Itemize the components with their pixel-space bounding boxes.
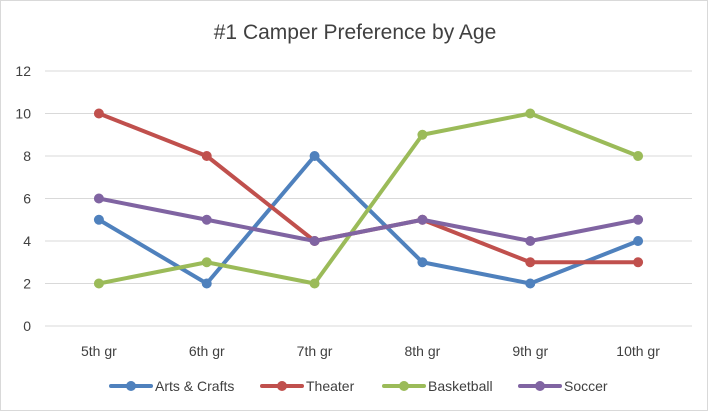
legend-item-theater: Theater (260, 378, 355, 394)
data-point-arts-crafts (525, 278, 536, 289)
x-tick-label: 8th gr (405, 343, 441, 359)
legend-label: Theater (306, 378, 355, 394)
series-line-theater (96, 111, 641, 265)
data-point-arts-crafts (201, 278, 212, 289)
data-point-soccer (201, 214, 212, 225)
data-point-basketball (309, 278, 320, 289)
x-tick-label: 6th gr (189, 343, 225, 359)
y-tick-label: 2 (23, 276, 31, 292)
series-basketball (93, 108, 644, 289)
data-point-soccer (417, 214, 428, 225)
data-point-theater (633, 257, 644, 268)
y-tick-label: 8 (23, 148, 31, 164)
data-point-basketball (201, 257, 212, 268)
legend-label: Basketball (428, 378, 493, 394)
series-lines (93, 108, 644, 289)
data-point-soccer (93, 193, 104, 204)
legend-item-soccer: Soccer (518, 378, 608, 394)
legend-label: Arts & Crafts (155, 378, 234, 394)
legend-swatch-marker (399, 381, 409, 391)
data-point-theater (201, 151, 212, 161)
data-point-arts-crafts (417, 257, 428, 268)
x-tick-label: 7th gr (297, 343, 333, 359)
y-tick-label: 12 (15, 63, 31, 79)
data-point-arts-crafts (309, 151, 320, 161)
legend-swatch-marker (126, 381, 136, 391)
legend: Arts & Crafts Theater Basketball Soccer (109, 378, 608, 394)
x-tick-label: 5th gr (81, 343, 117, 359)
y-axis-ticks: 0 2 4 6 8 10 12 (15, 63, 31, 334)
legend-item-arts-crafts: Arts & Crafts (109, 378, 234, 394)
legend-label: Soccer (564, 378, 608, 394)
data-point-theater (525, 257, 536, 268)
gridlines (45, 70, 692, 327)
data-point-arts-crafts (633, 236, 644, 246)
series-line-arts-crafts (96, 154, 641, 286)
legend-swatch-marker (535, 381, 545, 391)
y-tick-label: 4 (23, 233, 31, 249)
data-point-soccer (309, 236, 320, 246)
x-tick-label: 10th gr (616, 343, 660, 359)
data-point-basketball (93, 278, 104, 289)
series-theater (93, 108, 644, 268)
data-point-arts-crafts (93, 214, 104, 225)
y-tick-label: 10 (15, 106, 31, 122)
legend-item-basketball: Basketball (382, 378, 493, 394)
x-axis-ticks: 5th gr 6th gr 7th gr 8th gr 9th gr 10th gr (81, 343, 660, 359)
series-line-basketball (96, 111, 641, 286)
data-point-soccer (633, 214, 644, 225)
y-tick-label: 0 (23, 318, 31, 334)
y-tick-label: 6 (23, 191, 31, 207)
legend-swatch-marker (277, 381, 287, 391)
data-point-soccer (525, 236, 536, 246)
data-point-basketball (633, 151, 644, 161)
data-point-basketball (525, 108, 536, 119)
chart-title: #1 Camper Preference by Age (214, 21, 497, 44)
data-point-theater (93, 108, 104, 119)
data-point-basketball (417, 129, 428, 140)
series-line-soccer (96, 196, 641, 243)
x-tick-label: 9th gr (512, 343, 548, 359)
series-soccer (93, 193, 644, 246)
